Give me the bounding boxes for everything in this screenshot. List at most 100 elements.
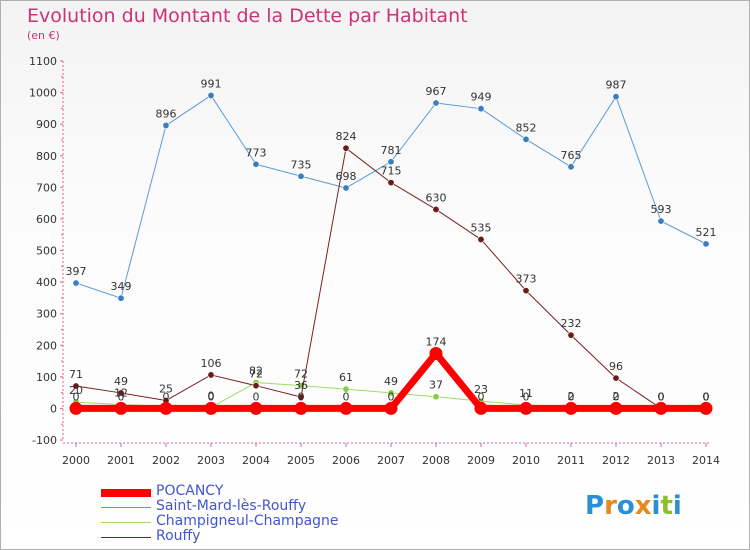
data-point-saint-mard [522,135,530,143]
data-point-saint-mard [297,172,305,180]
logo-letter: t [660,491,673,521]
x-tick-label: 2006 [332,454,360,467]
x-tick-label: 2008 [422,454,450,467]
x-tick-label: 2014 [692,454,720,467]
logo-letter: o [616,491,635,521]
data-label-champigneul: 20 [69,384,83,397]
data-label-saint-mard: 735 [291,158,312,171]
data-label-saint-mard: 349 [111,280,132,293]
y-tick-label: 900 [36,118,57,131]
data-point-rouffy [342,144,350,152]
data-point-pocancy [654,401,668,415]
data-point-rouffy [567,331,575,339]
data-label-champigneul: 23 [474,383,488,396]
y-tick-label: 0 [50,402,57,415]
data-point-rouffy [207,371,215,379]
data-label-rouffy: 0 [703,390,710,403]
logo-letter: i [651,491,661,521]
data-point-rouffy [612,374,620,382]
data-label-saint-mard: 781 [381,144,402,157]
legend-swatch-rouffy [101,537,151,538]
axes: -100010020030040050060070080090010001100… [29,55,720,467]
x-tick-label: 2012 [602,454,630,467]
data-point-pocancy [699,401,713,415]
logo-letter: x [634,491,652,521]
data-point-saint-mard [432,99,440,107]
data-point-saint-mard [342,184,350,192]
data-point-pocancy [474,401,488,415]
y-tick-label: 500 [36,245,57,258]
data-label-saint-mard: 773 [246,146,267,159]
data-label-saint-mard: 521 [696,226,717,239]
data-label-champigneul: 0 [208,389,215,402]
y-tick-label: 600 [36,213,57,226]
data-label-champigneul: 82 [249,365,263,378]
x-tick-label: 2001 [107,454,135,467]
data-point-saint-mard [567,163,575,171]
data-label-pocancy: 0 [343,390,350,403]
unit-label: (en €) [27,29,60,42]
data-point-saint-mard [387,158,395,166]
data-label-champigneul: 61 [339,371,353,384]
data-label-pocancy: 0 [523,390,530,403]
data-point-saint-mard [612,93,620,101]
y-tick-label: -100 [32,434,57,447]
data-label-pocancy: 0 [478,390,485,403]
legend-label-champigneul: Champigneul-Champagne [156,513,339,529]
data-label-rouffy: 824 [336,130,357,143]
y-tick-label: 300 [36,308,57,321]
data-label-saint-mard: 765 [561,149,582,162]
data-label-champigneul: 11 [519,387,533,400]
y-tick-label: 400 [36,276,57,289]
data-point-champigneul [387,389,395,397]
data-label-pocancy: 0 [118,390,125,403]
y-tick-label: 200 [36,339,57,352]
data-label-rouffy: 630 [426,191,447,204]
data-label-rouffy: 535 [471,221,492,234]
data-label-pocancy: 0 [658,390,665,403]
x-tick-label: 2007 [377,454,405,467]
data-point-pocancy [429,346,443,360]
data-label-pocancy: 0 [253,390,260,403]
data-labels: 397 349 896 991 773 735 698 781 967 949 852 765 987 5… [66,77,717,403]
series-line-saint-mard [75,94,707,299]
x-tick-label: 2010 [512,454,540,467]
data-label-rouffy: 0 [658,390,665,403]
x-tick-label: 2009 [467,454,495,467]
data-label-rouffy: 25 [159,383,173,396]
data-point-saint-mard [657,217,665,225]
series-layer [69,91,713,415]
data-label-saint-mard: 593 [651,203,672,216]
data-point-rouffy [297,393,305,401]
x-tick-label: 2000 [62,454,90,467]
data-point-rouffy [432,205,440,213]
data-label-rouffy: 96 [609,360,623,373]
data-label-champigneul: 49 [384,375,398,388]
x-tick-label: 2002 [152,454,180,467]
data-label-saint-mard: 698 [336,170,357,183]
data-label-pocancy: 0 [163,390,170,403]
y-tick-label: 800 [36,150,57,163]
data-point-saint-mard [162,121,170,129]
data-label-champigneul: 2 [613,390,620,403]
data-point-champigneul [432,393,440,401]
legend-swatch-champigneul [101,522,151,523]
y-tick-label: 1000 [29,87,57,100]
data-point-rouffy [72,382,80,390]
data-point-pocancy [294,401,308,415]
data-label-champigneul: 12 [114,387,128,400]
legend-label-pocancy: POCANCY [156,483,224,499]
data-label-pocancy: 0 [568,390,575,403]
data-label-saint-mard: 991 [201,77,222,90]
data-point-pocancy [204,401,218,415]
data-point-pocancy [519,401,533,415]
data-point-rouffy [387,179,395,187]
legend-swatch-pocancy [101,489,151,497]
data-label-champigneul: 72 [294,368,308,381]
data-label-rouffy: 36 [294,379,308,392]
data-label-saint-mard: 852 [516,121,537,134]
data-label-pocancy: 0 [703,390,710,403]
data-label-saint-mard: 397 [66,265,87,278]
